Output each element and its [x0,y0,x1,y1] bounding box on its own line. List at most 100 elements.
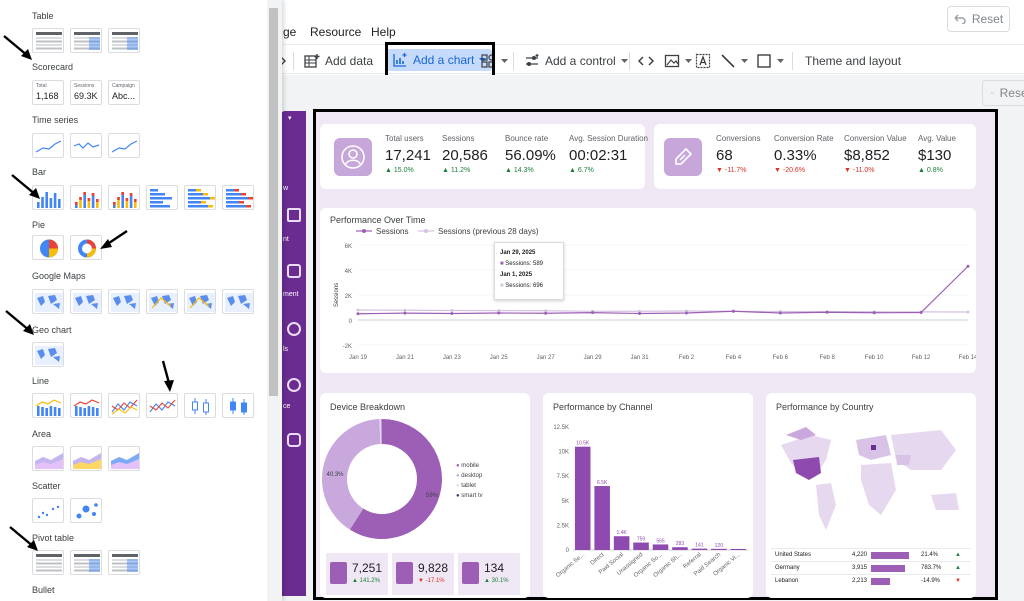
performance-by-channel-card[interactable]: Performance by Channel 12.5K 10K 7.5K 5K 2.5… [543,393,753,598]
series-point [403,311,407,315]
menu-help[interactable]: Help [371,25,396,39]
chart-thumb-line-4[interactable] [146,393,178,418]
chart-thumb-pivot-table-1[interactable] [32,550,64,575]
user-icon-box [334,138,372,176]
chart-thumb-scorecard-1[interactable]: Total 1,168 [32,80,64,105]
sidebar-icon-settings[interactable] [287,433,301,447]
add-chart-label: Add a chart [413,53,475,67]
chart-thumb-scorecard-3[interactable]: Campaign Abc... [108,80,140,105]
chart-thumb-scatter-2[interactable] [70,498,102,523]
section-label-bullet: Bullet [32,585,55,595]
reset-button[interactable]: Reset [947,6,1010,32]
performance-by-country-card[interactable]: Performance by Country United States 4,22… [766,393,976,598]
kpi-avg-value: Avg. Value $130 ▲ 0.8% [918,134,956,174]
sidebar-label-goals[interactable]: ls [283,346,289,353]
menu-arrange[interactable]: ge [283,25,297,39]
panel-scrollbar[interactable] [267,0,282,601]
chart-thumb-bar-2[interactable] [70,185,102,210]
chart-thumb-line-6[interactable] [222,393,254,418]
chart-thumb-bar-6[interactable] [222,185,254,210]
chart-thumb-google-maps-3[interactable] [108,289,140,314]
chart-thumb-area-3[interactable] [108,446,140,471]
performance-over-time-card[interactable]: Performance Over Time Sessions Sessions (… [320,208,976,373]
country-row[interactable]: Germany 3,915 783.7% ▲ [771,561,971,574]
sidebar-label-engagement[interactable]: ment [283,291,299,298]
chart-thumb-pivot-table-3[interactable] [108,550,140,575]
chart-thumb-bar-3[interactable] [108,185,140,210]
series-point [731,309,735,313]
chart-thumb-area-2[interactable] [70,446,102,471]
sidebar-icon-engagement[interactable] [287,264,301,278]
chart-thumb-bar-4[interactable] [146,185,178,210]
country-row[interactable]: United States 4,220 21.4% ▲ [771,548,971,561]
chart-thumb-pie-2[interactable] [70,235,102,260]
reset-button-secondary[interactable]: Reset [982,80,1024,106]
bar-3 [613,536,630,550]
theme-layout-button[interactable]: Theme and layout [805,51,901,71]
chart-thumb-table-3[interactable] [108,28,140,53]
chart-thumb-google-maps-2[interactable] [70,289,102,314]
sidebar-dropdown-icon[interactable]: ▾ [288,115,292,122]
chart-thumb-bar-5[interactable] [184,185,216,210]
country-row[interactable]: Lebanon 2,213 -14.9% ▼ [771,574,971,587]
embed-code-button[interactable] [638,51,654,71]
y-axis-label: Sessions [334,283,340,307]
sidebar-label-audience[interactable]: ce [283,403,291,410]
chart-thumb-table-2[interactable] [70,28,102,53]
chart-thumb-pivot-table-2[interactable] [70,550,102,575]
chart-thumb-table-1[interactable] [32,28,64,53]
bar-data-label: 120 [715,543,724,549]
menu-resource[interactable]: Resource [310,25,362,39]
chart-thumb-google-maps-1[interactable] [32,289,64,314]
sidebar-label-overview[interactable]: w [283,185,289,192]
sidebar-icon-audience[interactable] [287,378,301,392]
annotation-arrow [9,526,38,551]
redo-button[interactable] [280,51,286,71]
chart-thumb-bar-1[interactable] [32,185,64,210]
image-button[interactable] [664,51,692,71]
chart-thumb-geo-chart-1[interactable] [32,342,64,367]
y-tick-label: 2.5K [557,523,569,529]
report-nav-sidebar: ▾ w nt ment ls ce [281,111,306,596]
chart-thumb-graphic [73,293,101,312]
device-title: Device Breakdown [330,402,406,412]
sidebar-icon-acquisition[interactable] [287,208,301,222]
channel-bar-chart[interactable]: 12.5K 10K 7.5K 5K 2.5K 0 10.5K Organic Se... 6.5… [543,413,753,598]
series-point [966,310,970,314]
chart-thumb-scorecard-2[interactable]: Sessions 69.3K [70,80,102,105]
chart-thumb-google-maps-5[interactable] [184,289,216,314]
chart-thumb-google-maps-4[interactable] [146,289,178,314]
performance-line-chart[interactable]: Sessions Sessions (previous 28 days) 6K 4K 2… [320,223,976,373]
sidebar-label-acquisition[interactable]: nt [283,236,289,243]
chart-thumb-google-maps-6[interactable] [222,289,254,314]
chart-thumb-area-1[interactable] [32,446,64,471]
chart-thumb-scatter-1[interactable] [32,498,64,523]
chart-thumb-time-series-1[interactable] [32,133,64,158]
tag-icon-box [664,138,702,176]
series-line-previous [357,309,969,313]
text-button[interactable] [695,51,711,71]
chart-thumb-time-series-2[interactable] [70,133,102,158]
add-data-button[interactable]: Add data [304,51,373,71]
country-bar [871,578,891,585]
chart-thumb-pie-1[interactable] [32,235,64,260]
chart-thumb-line-2[interactable] [70,393,102,418]
device-breakdown-card[interactable]: Device Breakdown 59% 40.3% ● mobile ● des… [320,393,530,598]
add-control-button[interactable]: Add a control [524,51,628,71]
shape-button[interactable] [756,51,784,71]
chart-thumb-time-series-3[interactable] [108,133,140,158]
sidebar-icon-goals[interactable] [287,322,301,336]
bar-data-label: 565 [656,538,665,544]
line-button[interactable] [720,51,748,71]
performance-tooltip: Jan 29, 2025 ■ Sessions: 589 Jan 1, 2025… [494,242,564,300]
country-bar [871,565,905,572]
world-map[interactable] [771,415,971,545]
chart-thumb-line-3[interactable] [108,393,140,418]
chart-thumb-line-1[interactable] [32,393,64,418]
device-donut-chart[interactable]: 59% 40.3% [320,413,530,553]
chart-thumb-line-5[interactable] [184,393,216,418]
panel-scrollbar-thumb[interactable] [269,8,278,396]
kpi-card-traffic[interactable]: Total users 17,241 ▲ 15.0% Sessions 20,586… [320,124,648,189]
kpi-card-conversions[interactable]: Conversions 68 ▼ -11.7% Conversion Rate 0.… [654,124,976,189]
add-chart-button[interactable]: Add a chart [386,49,493,71]
